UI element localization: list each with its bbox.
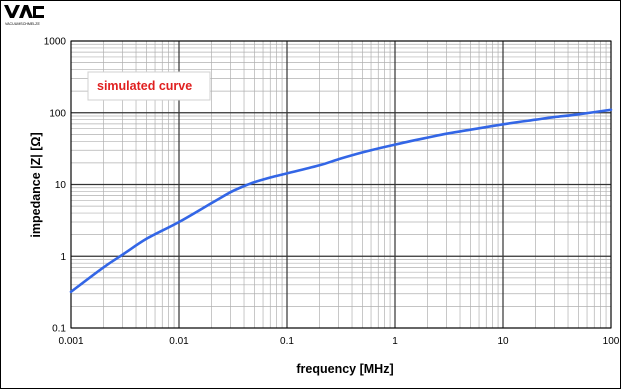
x-axis-label: frequency [MHz] (296, 362, 393, 376)
x-tick-label: 0.01 (169, 336, 189, 347)
y-tick-label: 1 (60, 252, 66, 263)
logo-subtext: VACUUMSCHMELZE (5, 22, 40, 26)
plot-grid (70, 40, 612, 329)
x-tick-labels: 0.001 0.01 0.1 1 10 100 (58, 336, 619, 347)
annotation-box: simulated curve (87, 71, 211, 101)
impedance-curve (69, 108, 613, 294)
y-tick-label: 0.1 (52, 324, 66, 335)
y-tick-label: 1000 (44, 37, 67, 48)
x-tick-label: 0.1 (280, 336, 294, 347)
x-tick-label: 100 (603, 336, 620, 347)
x-tick-label: 0.001 (58, 336, 83, 347)
y-axis-label: impedance |Z| [Ω] (29, 132, 43, 237)
vac-logo: VACUUMSCHMELZE (4, 5, 44, 26)
x-tick-label: 10 (497, 336, 509, 347)
plot-border (70, 40, 612, 329)
y-tick-labels: 0.1 1 10 100 1000 (44, 37, 67, 335)
y-tick-label: 100 (49, 108, 66, 119)
x-tick-label: 1 (392, 336, 398, 347)
y-tick-label: 10 (55, 180, 67, 191)
annotation-label: simulated curve (97, 79, 192, 93)
